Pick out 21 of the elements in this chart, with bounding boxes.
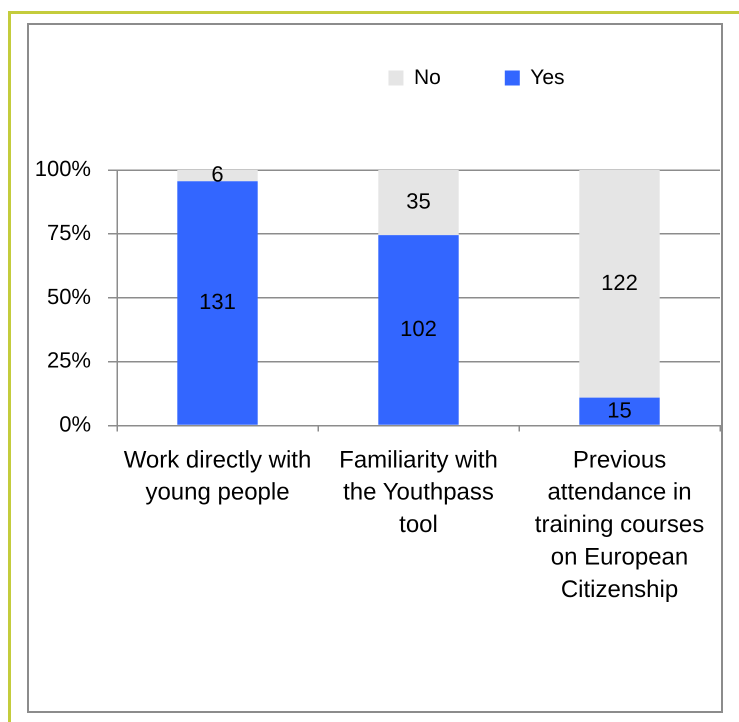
bar bbox=[378, 170, 459, 236]
y-tick-label: 75% bbox=[46, 220, 91, 245]
y-tick-label: 100% bbox=[34, 156, 91, 182]
x-tick-label: Familiarity with the Youthpass tool bbox=[339, 446, 498, 538]
annotation: 15 bbox=[607, 397, 632, 422]
annotation: 102 bbox=[400, 316, 437, 342]
legend-label: No bbox=[414, 66, 441, 89]
annotation: 35 bbox=[406, 188, 431, 214]
x-tick-label: Work directly with young people bbox=[124, 446, 312, 506]
annotation: 6 bbox=[211, 162, 224, 187]
y-tick-label: 0% bbox=[59, 412, 91, 437]
bar bbox=[579, 398, 660, 425]
x-tick-label: Previous attendance in training courses on European Citizenship bbox=[534, 446, 704, 603]
legend-label: Yes bbox=[530, 66, 565, 89]
bar bbox=[378, 235, 459, 425]
y-tick-label: 25% bbox=[46, 348, 91, 373]
annotation: 122 bbox=[601, 270, 638, 295]
y-tick-label: 50% bbox=[46, 284, 91, 309]
annotation: 131 bbox=[199, 289, 236, 314]
bar bbox=[579, 170, 660, 398]
bar bbox=[177, 181, 258, 425]
